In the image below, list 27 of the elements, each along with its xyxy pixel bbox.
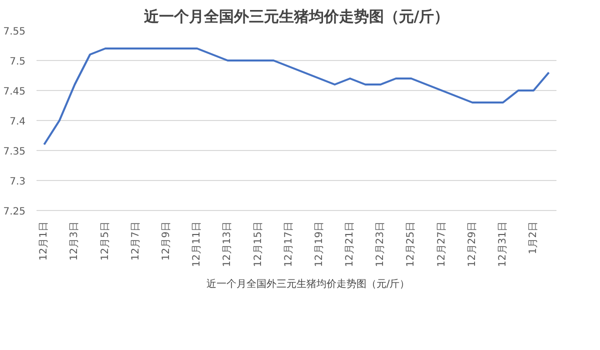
x-tick-label: 12月17日 bbox=[283, 221, 294, 267]
x-tick-label: 12月9日 bbox=[161, 221, 172, 261]
y-tick-label: 7.4 bbox=[10, 116, 26, 128]
y-tick-label: 7.55 bbox=[3, 26, 26, 38]
y-tick-label: 7.45 bbox=[3, 86, 26, 98]
x-tick-label: 12月5日 bbox=[100, 221, 111, 261]
x-tick-label: 12月23日 bbox=[375, 221, 386, 267]
x-tick-label: 12月31日 bbox=[497, 221, 508, 267]
x-tick-label: 12月15日 bbox=[252, 221, 264, 267]
x-tick-label: 12月11日 bbox=[192, 221, 203, 267]
x-tick-label: 1月2日 bbox=[528, 221, 540, 254]
x-tick-label: 12月27日 bbox=[436, 221, 448, 267]
x-tick-label: 12月7日 bbox=[130, 221, 142, 261]
y-tick-label: 7.35 bbox=[3, 146, 26, 158]
x-tick-label: 12月13日 bbox=[222, 221, 234, 267]
line-series bbox=[43, 48, 550, 146]
y-tick-label: 7.25 bbox=[3, 206, 26, 218]
x-tick-label: 12月21日 bbox=[344, 221, 356, 267]
x-tick-label: 12月1日 bbox=[38, 221, 50, 261]
text: 近一个月全国外三元生猪均价走势图（元/斤） bbox=[206, 278, 410, 291]
x-tick-label: 12月25日 bbox=[406, 221, 417, 267]
x-tick-label: 12月19日 bbox=[314, 221, 325, 267]
y-tick-label: 7.5 bbox=[10, 56, 26, 68]
x-tick-label: 12月3日 bbox=[69, 221, 80, 261]
x-tick-label: 12月29日 bbox=[466, 221, 478, 267]
y-tick-label: 7.3 bbox=[10, 176, 26, 188]
chart-title: 近一个月全国外三元生猪均价走势图（元/斤） bbox=[142, 8, 450, 26]
